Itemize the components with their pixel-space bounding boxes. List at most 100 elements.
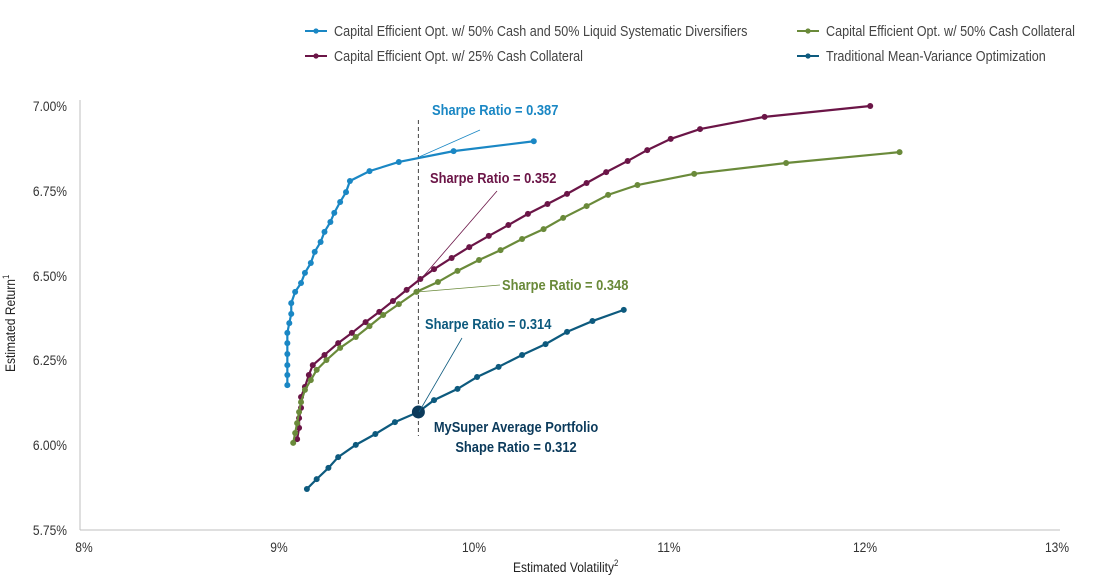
annotation-mysuper-ratio: Shape Ratio = 0.312 — [455, 438, 577, 455]
y-tick-label: 6.75% — [33, 183, 67, 199]
data-point — [294, 436, 301, 443]
data-point — [448, 254, 455, 261]
annotation-mysuper-title: MySuper Average Portfolio — [434, 418, 598, 435]
y-axis-title: Estimated Return1 — [0, 274, 18, 372]
data-point — [327, 219, 334, 226]
data-point — [380, 311, 387, 318]
data-point — [317, 239, 324, 246]
data-point — [288, 300, 295, 307]
data-point — [284, 371, 291, 378]
data-point — [307, 260, 314, 267]
data-point — [395, 301, 402, 308]
data-point — [286, 320, 293, 327]
data-point — [395, 158, 402, 165]
x-tick-label: 8% — [75, 539, 93, 555]
data-point — [403, 286, 410, 293]
legend-label: Traditional Mean-Variance Optimization — [826, 47, 1046, 64]
data-point — [307, 377, 314, 384]
y-tick-label: 5.75% — [33, 522, 67, 538]
data-point — [292, 288, 299, 295]
series-darkblue-mvo — [303, 306, 627, 492]
data-point — [505, 222, 512, 229]
data-point — [697, 126, 704, 133]
data-point — [589, 318, 596, 325]
data-point — [564, 328, 571, 335]
data-point — [540, 226, 547, 233]
data-point — [335, 340, 342, 347]
data-point — [867, 103, 874, 109]
svg-text:Estimated Return1: Estimated Return1 — [0, 274, 18, 372]
x-tick-label: 13% — [1045, 539, 1069, 555]
data-point — [298, 399, 305, 406]
data-point — [761, 113, 768, 120]
annotation-sharpe-0352: Sharpe Ratio = 0.352 — [430, 169, 557, 186]
data-point — [301, 269, 308, 276]
data-point — [391, 419, 398, 426]
y-tick-label: 6.50% — [33, 268, 67, 284]
x-tick-label: 12% — [853, 539, 877, 555]
data-point — [454, 267, 461, 274]
data-point — [450, 148, 457, 155]
data-point — [301, 386, 308, 393]
data-point — [362, 319, 369, 326]
data-point — [313, 476, 320, 483]
data-point — [352, 333, 359, 340]
data-point — [284, 362, 291, 369]
data-point — [431, 266, 438, 273]
legend-label: Capital Efficient Opt. w/ 25% Cash Colla… — [334, 47, 583, 64]
leader-line-0387 — [418, 129, 481, 158]
x-tick-label: 10% — [462, 539, 486, 555]
data-point — [896, 149, 903, 156]
annotation-sharpe-0314: Sharpe Ratio = 0.314 — [425, 315, 552, 332]
data-point — [476, 256, 483, 263]
legend-item-purple: Capital Efficient Opt. w/ 25% Cash Colla… — [305, 47, 583, 64]
data-point — [524, 210, 531, 217]
series-line — [296, 104, 871, 440]
data-point — [454, 385, 461, 392]
annotation-sharpe-0387: Sharpe Ratio = 0.387 — [432, 101, 559, 118]
data-point — [366, 323, 373, 330]
x-axis-title: Estimated Volatility2 — [513, 557, 619, 575]
data-point — [337, 344, 344, 351]
data-point — [372, 431, 379, 438]
data-point — [284, 329, 291, 336]
y-tick-label: 7.00% — [33, 98, 67, 114]
data-point — [542, 341, 549, 348]
legend: Capital Efficient Opt. w/ 50% Cash and 5… — [305, 22, 1075, 64]
y-tick-label: 6.25% — [33, 352, 67, 368]
series-green-50cash — [290, 149, 903, 446]
data-point — [346, 177, 353, 184]
data-point — [331, 209, 338, 216]
data-point — [294, 420, 301, 427]
annotation-sharpe-0348: Sharpe Ratio = 0.348 — [502, 276, 629, 293]
data-point — [603, 169, 610, 176]
data-point — [309, 362, 316, 369]
data-point — [284, 382, 291, 389]
data-point — [495, 363, 502, 370]
data-point — [323, 357, 330, 364]
data-point — [560, 214, 567, 221]
data-point — [352, 441, 359, 448]
series-purple-25cash — [294, 103, 874, 443]
data-point — [519, 235, 526, 242]
x-tick-label: 11% — [657, 539, 681, 555]
data-point — [466, 244, 473, 251]
series-blue-50cash-lsd — [284, 138, 537, 389]
data-point — [634, 182, 641, 189]
y-tick-labels: 7.00% 6.75% 6.50% 6.25% 6.00% 5.75% — [33, 98, 67, 538]
data-point — [691, 170, 698, 177]
series-layer — [284, 103, 903, 492]
data-point — [583, 203, 590, 210]
data-point — [564, 190, 571, 197]
data-point — [335, 454, 342, 461]
data-point — [321, 351, 328, 358]
data-point — [519, 351, 526, 358]
data-point — [485, 232, 492, 239]
x-tick-label: 9% — [270, 539, 288, 555]
data-point — [305, 371, 312, 378]
data-point — [783, 159, 790, 166]
data-point — [474, 374, 481, 381]
data-point — [284, 340, 291, 347]
legend-item-blue: Capital Efficient Opt. w/ 50% Cash and 5… — [305, 22, 747, 39]
